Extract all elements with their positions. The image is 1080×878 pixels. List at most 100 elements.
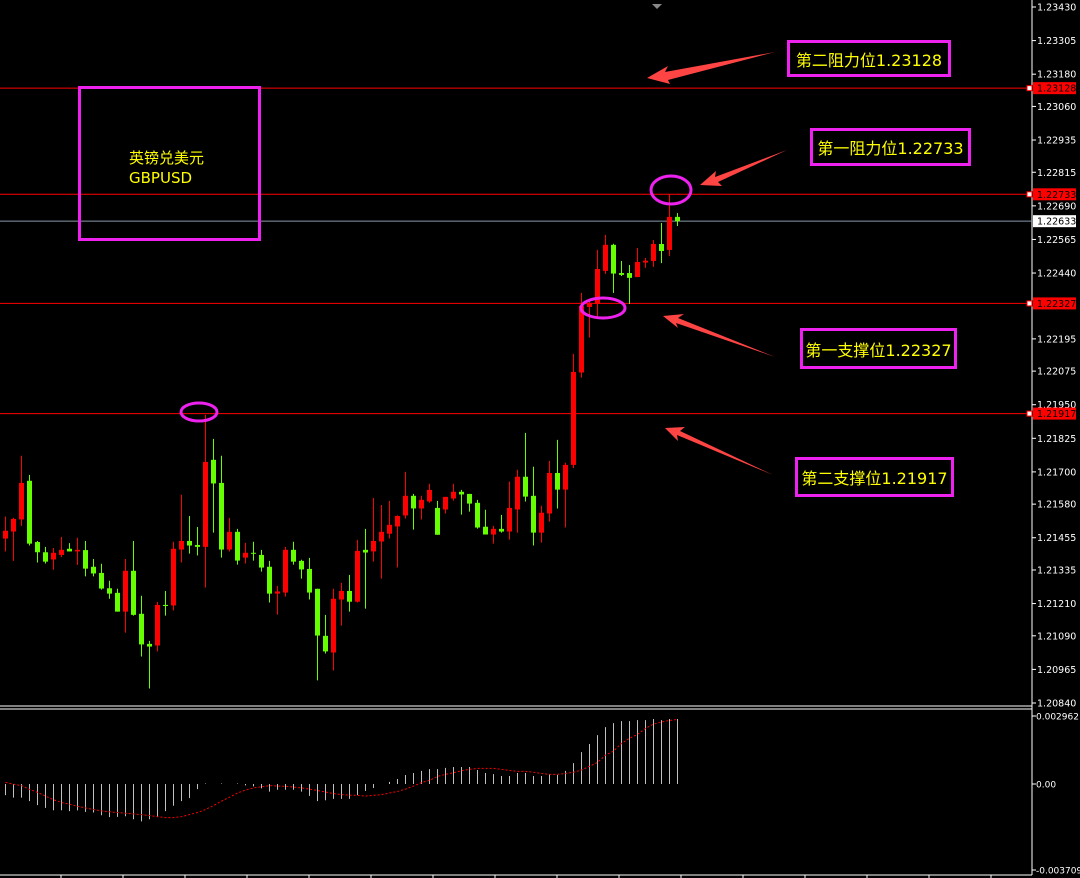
candle xyxy=(499,514,504,533)
candle-body xyxy=(595,269,600,304)
candle xyxy=(547,460,552,522)
resistance-level-label-bg xyxy=(1033,188,1076,201)
arrow-icon xyxy=(647,52,775,84)
annotation-support-2: 第二支撑位1.21917 xyxy=(795,457,954,497)
highlight-ellipse xyxy=(649,174,693,206)
candle xyxy=(355,539,360,603)
candle-body xyxy=(339,590,344,600)
candle xyxy=(523,432,528,502)
price-tick-label: 1.20840 xyxy=(1037,699,1076,710)
chart-frame xyxy=(0,0,1033,876)
price-tick-label: 1.22565 xyxy=(1037,235,1076,246)
price-tick-label: 1.22935 xyxy=(1037,136,1076,147)
candle-body xyxy=(379,531,384,542)
level-handle-icon[interactable] xyxy=(1026,410,1033,417)
candle-body xyxy=(675,216,680,222)
price-tick-label: 1.22815 xyxy=(1037,168,1076,179)
candle-body xyxy=(539,512,544,533)
candle-body xyxy=(363,549,368,553)
annotation-support-1: 第一支撑位1.22327 xyxy=(800,328,957,369)
candle xyxy=(403,471,408,519)
candle-body xyxy=(219,482,224,550)
candle-body xyxy=(267,566,272,594)
candle-body xyxy=(51,552,56,560)
candle xyxy=(235,528,240,565)
candle xyxy=(595,249,600,319)
candle xyxy=(35,540,40,563)
candle xyxy=(291,541,296,565)
candle xyxy=(571,353,576,469)
highlight-circles xyxy=(179,174,693,423)
candle-body xyxy=(483,526,488,535)
macd-tick-label: 0.00 xyxy=(1036,781,1056,791)
candle xyxy=(299,559,304,579)
candle xyxy=(315,588,320,681)
annotation-arrows xyxy=(647,52,787,475)
candle-body xyxy=(75,549,80,552)
candle xyxy=(219,455,224,558)
candle-body xyxy=(667,216,672,250)
candle xyxy=(491,525,496,544)
candle xyxy=(259,549,264,572)
candle xyxy=(483,509,488,535)
candle-body xyxy=(659,244,664,252)
candle xyxy=(27,474,32,546)
candle xyxy=(307,557,312,600)
candle xyxy=(619,260,624,276)
level-lines xyxy=(0,85,1033,417)
level-handle-icon[interactable] xyxy=(1026,85,1033,92)
candle xyxy=(275,585,280,615)
candle xyxy=(395,515,400,568)
candle xyxy=(371,497,376,562)
level-handle-icon[interactable] xyxy=(1026,191,1033,198)
candle xyxy=(539,505,544,543)
candle-body xyxy=(323,635,328,652)
candle xyxy=(451,483,456,501)
candle-body xyxy=(371,540,376,552)
candle xyxy=(59,536,64,558)
candle-body xyxy=(651,244,656,261)
candle xyxy=(51,547,56,570)
candle xyxy=(531,466,536,546)
chart-shift-marker-icon[interactable] xyxy=(652,4,662,9)
candle xyxy=(147,640,152,689)
resistance-level-label: 1.22733 xyxy=(1037,190,1076,201)
candle xyxy=(587,299,592,338)
candle-body xyxy=(43,552,48,562)
arrow-icon xyxy=(700,150,787,186)
price-tick-label: 1.23060 xyxy=(1037,102,1076,113)
current-price-label: 1.22633 xyxy=(1037,217,1076,228)
candle-body xyxy=(155,604,160,646)
candle-body xyxy=(275,591,280,594)
price-tick-label: 1.20965 xyxy=(1037,665,1076,676)
candle-body xyxy=(99,572,104,589)
price-tick-label: 1.22690 xyxy=(1037,201,1076,212)
candle xyxy=(435,500,440,535)
candle xyxy=(179,494,184,563)
price-tick-label: 1.21950 xyxy=(1037,400,1076,411)
candle xyxy=(611,243,616,293)
price-tick-label: 1.21700 xyxy=(1037,467,1076,478)
candle xyxy=(139,595,144,657)
candle xyxy=(675,213,680,227)
candle-body xyxy=(523,476,528,497)
candle-body xyxy=(427,489,432,502)
level-handle-icon[interactable] xyxy=(1026,300,1033,307)
candle-body xyxy=(475,502,480,528)
candle-body xyxy=(107,588,112,594)
support-level-label-bg xyxy=(1033,297,1076,310)
arrow-icon xyxy=(665,427,773,475)
symbol-title-box: 英镑兑美元 GBPUSD xyxy=(78,86,261,241)
candle xyxy=(11,517,16,561)
candle xyxy=(363,528,368,609)
candle xyxy=(507,481,512,540)
candle xyxy=(603,234,608,274)
candle-body xyxy=(307,568,312,593)
candle-body xyxy=(603,244,608,271)
candle xyxy=(155,601,160,652)
arrow-icon xyxy=(663,314,775,357)
candle xyxy=(651,239,656,267)
candle-body xyxy=(259,554,264,568)
candle-body xyxy=(131,570,136,615)
candle xyxy=(419,495,424,520)
